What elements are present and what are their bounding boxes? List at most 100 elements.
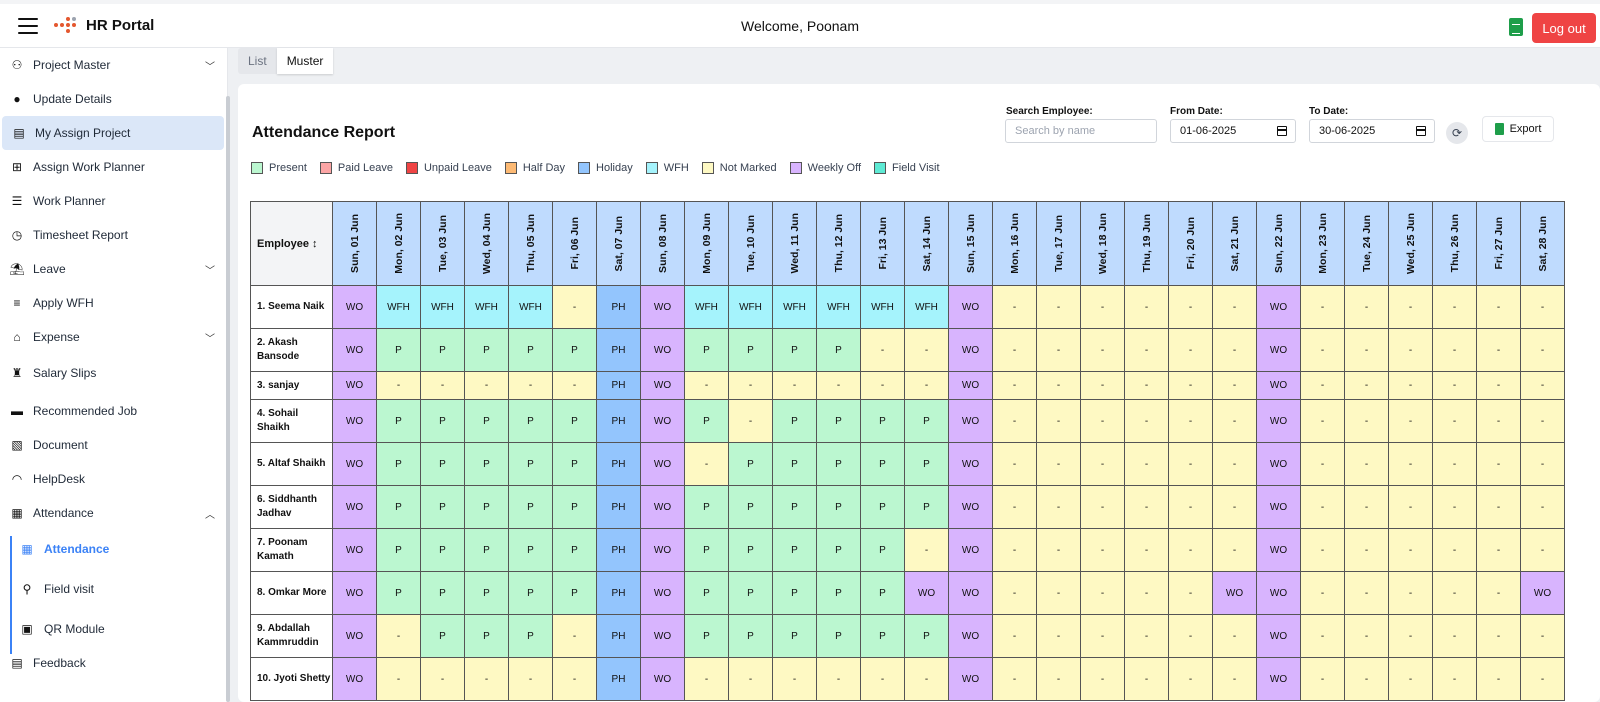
attendance-cell[interactable]: P <box>420 399 465 443</box>
tab-muster[interactable]: Muster <box>276 48 334 74</box>
attendance-cell[interactable]: - <box>1476 371 1521 400</box>
employee-name[interactable]: 9. Abdallah Kammruddin <box>250 614 333 658</box>
attendance-cell[interactable]: PH <box>596 528 641 572</box>
attendance-cell[interactable]: WO <box>1256 614 1301 658</box>
attendance-cell[interactable]: P <box>860 442 905 486</box>
attendance-cell[interactable]: P <box>464 328 509 372</box>
attendance-cell[interactable]: P <box>508 485 553 529</box>
attendance-cell[interactable]: - <box>728 657 773 701</box>
attendance-cell[interactable]: - <box>1476 442 1521 486</box>
chevron-down-icon[interactable]: ﹀ <box>205 61 215 73</box>
sidebar-item-attendance[interactable]: ▦ Attendance ︿ <box>0 496 226 530</box>
attendance-cell[interactable]: - <box>552 285 597 329</box>
attendance-cell[interactable]: - <box>1168 528 1213 572</box>
attendance-cell[interactable]: P <box>376 571 421 615</box>
attendance-cell[interactable]: - <box>1124 657 1169 701</box>
attendance-cell[interactable]: P <box>728 614 773 658</box>
attendance-cell[interactable]: - <box>1080 614 1125 658</box>
chevron-down-icon[interactable]: ﹀ <box>205 265 215 277</box>
attendance-cell[interactable]: - <box>552 657 597 701</box>
attendance-cell[interactable]: P <box>376 442 421 486</box>
attendance-cell[interactable]: - <box>1520 371 1565 400</box>
attendance-cell[interactable]: WO <box>332 328 377 372</box>
attendance-cell[interactable]: - <box>1300 571 1345 615</box>
attendance-cell[interactable]: PH <box>596 328 641 372</box>
attendance-cell[interactable]: WO <box>1256 571 1301 615</box>
attendance-cell[interactable]: - <box>1520 285 1565 329</box>
attendance-cell[interactable]: WO <box>948 285 993 329</box>
attendance-cell[interactable]: - <box>1344 371 1389 400</box>
attendance-cell[interactable]: WO <box>332 371 377 400</box>
attendance-cell[interactable]: - <box>1432 485 1477 529</box>
attendance-cell[interactable]: - <box>992 528 1037 572</box>
attendance-cell[interactable]: WO <box>1520 571 1565 615</box>
attendance-cell[interactable]: - <box>1300 485 1345 529</box>
attendance-cell[interactable]: - <box>420 371 465 400</box>
attendance-cell[interactable]: - <box>1212 657 1257 701</box>
attendance-cell[interactable]: - <box>1476 328 1521 372</box>
sidebar-item-my-assign-project[interactable]: ▤ My Assign Project <box>2 116 224 150</box>
attendance-cell[interactable]: - <box>464 371 509 400</box>
attendance-cell[interactable]: - <box>860 657 905 701</box>
attendance-cell[interactable]: - <box>1520 485 1565 529</box>
attendance-cell[interactable]: - <box>1520 442 1565 486</box>
export-button[interactable]: Export <box>1482 116 1554 142</box>
attendance-cell[interactable]: - <box>1036 399 1081 443</box>
attendance-cell[interactable]: P <box>772 614 817 658</box>
attendance-cell[interactable]: - <box>1520 328 1565 372</box>
attendance-cell[interactable]: - <box>992 442 1037 486</box>
attendance-cell[interactable]: WO <box>1256 528 1301 572</box>
attendance-cell[interactable]: - <box>1124 528 1169 572</box>
employee-name[interactable]: 6. Siddhanth Jadhav <box>250 485 333 529</box>
attendance-cell[interactable]: PH <box>596 285 641 329</box>
attendance-cell[interactable]: WO <box>332 442 377 486</box>
sidebar-item-salary-slips[interactable]: ♜ Salary Slips <box>0 356 226 390</box>
attendance-cell[interactable]: - <box>1344 328 1389 372</box>
sidebar-item-apply-wfh[interactable]: ≡ Apply WFH <box>0 286 226 320</box>
attendance-cell[interactable]: PH <box>596 371 641 400</box>
attendance-cell[interactable]: - <box>1432 528 1477 572</box>
attendance-cell[interactable]: WO <box>1212 571 1257 615</box>
attendance-cell[interactable]: - <box>816 657 861 701</box>
sidebar-subitem-attendance[interactable]: ▦ Attendance <box>0 532 226 566</box>
attendance-cell[interactable]: - <box>904 528 949 572</box>
attendance-cell[interactable]: - <box>1344 442 1389 486</box>
chevron-down-icon[interactable]: ﹀ <box>205 333 215 345</box>
attendance-cell[interactable]: P <box>728 485 773 529</box>
sidebar-subitem-field-visit[interactable]: ⚲ Field visit <box>0 572 226 606</box>
attendance-cell[interactable]: PH <box>596 657 641 701</box>
attendance-cell[interactable]: - <box>904 657 949 701</box>
attendance-cell[interactable]: WO <box>948 657 993 701</box>
sort-icon[interactable]: ↕ <box>312 237 318 250</box>
attendance-cell[interactable]: P <box>684 571 729 615</box>
employee-name[interactable]: 5. Altaf Shaikh <box>250 442 333 486</box>
sidebar-item-helpdesk[interactable]: ◠ HelpDesk <box>0 462 226 496</box>
attendance-cell[interactable]: - <box>1476 657 1521 701</box>
attendance-cell[interactable]: - <box>1212 285 1257 329</box>
attendance-cell[interactable]: WO <box>640 371 685 400</box>
attendance-cell[interactable]: - <box>1344 614 1389 658</box>
sidebar-item-project-master[interactable]: ⚇ Project Master ﹀ <box>0 48 226 82</box>
attendance-cell[interactable]: PH <box>596 571 641 615</box>
attendance-cell[interactable]: - <box>992 399 1037 443</box>
attendance-cell[interactable]: P <box>904 614 949 658</box>
attendance-cell[interactable]: WO <box>640 328 685 372</box>
attendance-cell[interactable]: P <box>420 571 465 615</box>
attendance-cell[interactable]: - <box>1080 371 1125 400</box>
spreadsheet-icon[interactable] <box>1509 18 1523 36</box>
attendance-cell[interactable]: - <box>1036 442 1081 486</box>
sidebar-item-recommended-job[interactable]: ▬ Recommended Job <box>0 394 226 428</box>
attendance-cell[interactable]: - <box>1388 485 1433 529</box>
attendance-cell[interactable]: - <box>1476 285 1521 329</box>
attendance-cell[interactable]: - <box>1432 442 1477 486</box>
attendance-cell[interactable]: WO <box>640 442 685 486</box>
attendance-cell[interactable]: WFH <box>464 285 509 329</box>
attendance-cell[interactable]: - <box>1388 328 1433 372</box>
attendance-cell[interactable]: - <box>1300 657 1345 701</box>
attendance-cell[interactable]: - <box>1388 371 1433 400</box>
attendance-cell[interactable]: P <box>508 399 553 443</box>
attendance-cell[interactable]: P <box>772 571 817 615</box>
employee-name[interactable]: 10. Jyoti Shetty <box>250 657 333 701</box>
attendance-cell[interactable]: P <box>508 328 553 372</box>
attendance-cell[interactable]: - <box>1344 528 1389 572</box>
